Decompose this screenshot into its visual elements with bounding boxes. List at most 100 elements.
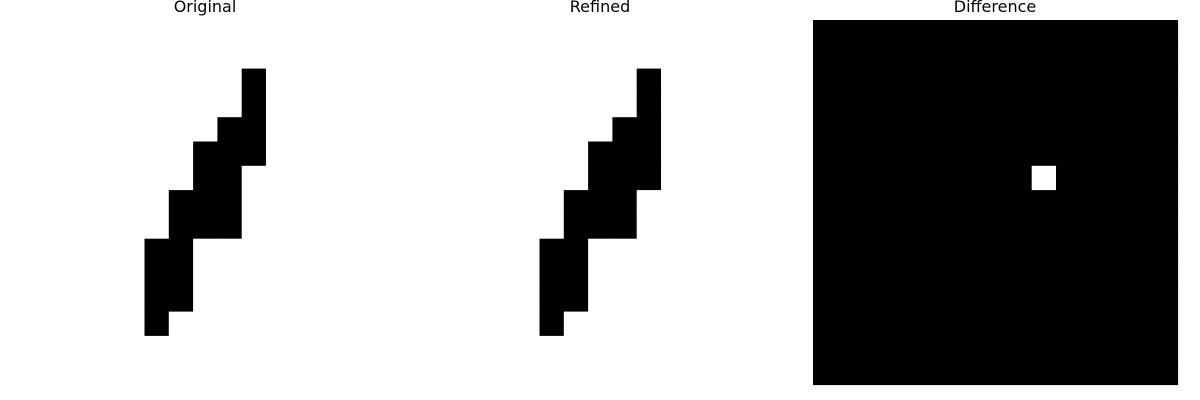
original-cell-r3-c12 [314, 92, 340, 118]
difference-cell-r3-c3 [885, 92, 911, 118]
difference-cell-r11-c4 [910, 287, 936, 313]
original-cell-r10-c2 [71, 263, 97, 288]
original-cell-r7-c14 [363, 190, 389, 215]
difference-cell-r11-c9 [1031, 287, 1057, 313]
original-cell-r8-c1 [47, 214, 73, 240]
difference-cell-r2-c10 [1056, 68, 1081, 94]
original-cell-r9-c7 [193, 238, 218, 264]
original-cell-r7-c12 [314, 190, 340, 215]
difference-cell-r4-c11 [1080, 117, 1106, 143]
difference-cell-r11-c2 [861, 287, 887, 313]
difference-cell-r2-c0 [813, 68, 838, 94]
difference-cell-r13-c0 [813, 335, 838, 361]
difference-cell-r8-c2 [861, 214, 887, 240]
refined-cell-r2-c3 [490, 68, 516, 94]
refined-cell-r0-c1 [442, 20, 468, 45]
original-cell-r9-c3 [95, 238, 121, 264]
difference-cell-r10-c7 [983, 263, 1008, 288]
difference-cell-r3-c4 [910, 92, 936, 118]
original-cell-r12-c0 [23, 311, 48, 337]
refined-cell-r6-c10 [661, 165, 686, 191]
refined-cell-r11-c3 [490, 287, 516, 313]
refined-cell-r5-c6 [563, 141, 589, 167]
difference-cell-r10-c5 [934, 263, 960, 288]
refined-cell-r14-c13 [733, 360, 759, 386]
refined-cell-r14-c1 [442, 360, 468, 386]
difference-cell-r5-c6 [958, 141, 984, 167]
original-cell-r13-c1 [47, 335, 73, 361]
original-cell-r3-c0 [23, 92, 48, 118]
difference-cell-r9-c4 [910, 238, 936, 264]
refined-cell-r11-c14 [758, 287, 784, 313]
original-cell-r4-c12 [314, 117, 340, 143]
refined-cell-r11-c8 [612, 287, 638, 313]
original-cell-r12-c8 [217, 311, 243, 337]
original-cell-r7-c4 [120, 190, 146, 215]
original-cell-r6-c14 [363, 165, 389, 191]
original-cell-r3-c14 [363, 92, 389, 118]
panel-original: Original [23, 0, 389, 386]
original-cell-r13-c12 [314, 335, 340, 361]
original-cell-r2-c8 [217, 68, 243, 94]
difference-cell-r0-c2 [861, 20, 887, 45]
difference-cell-r14-c7 [983, 360, 1008, 386]
original-cell-r0-c13 [338, 20, 364, 45]
refined-cell-r4-c11 [685, 117, 711, 143]
original-cell-r11-c14 [363, 287, 389, 313]
difference-cell-r0-c14 [1153, 20, 1179, 45]
refined-cell-r6-c3 [490, 165, 516, 191]
original-cell-r1-c12 [314, 44, 340, 70]
difference-cell-r7-c1 [837, 190, 863, 215]
difference-cell-r13-c14 [1153, 335, 1179, 361]
original-cell-r10-c6 [168, 263, 194, 288]
refined-cell-r8-c14 [758, 214, 784, 240]
original-cell-r2-c12 [314, 68, 340, 94]
difference-cell-r10-c4 [910, 263, 936, 288]
refined-cell-r3-c12 [709, 92, 735, 118]
refined-cell-r13-c0 [418, 335, 443, 361]
original-cell-r1-c9 [241, 44, 267, 70]
original-cell-r5-c10 [266, 141, 291, 167]
difference-cell-r2-c4 [910, 68, 936, 94]
difference-cell-r12-c1 [837, 311, 863, 337]
refined-cell-r11-c9 [636, 287, 662, 313]
original-cell-r9-c14 [363, 238, 389, 264]
original-cell-r14-c8 [217, 360, 243, 386]
original-cell-r11-c3 [95, 287, 121, 313]
difference-cell-r4-c1 [837, 117, 863, 143]
difference-cell-r5-c8 [1007, 141, 1033, 167]
original-cell-r1-c0 [23, 44, 48, 70]
refined-cell-r7-c9 [636, 190, 662, 215]
original-cell-r12-c13 [338, 311, 364, 337]
difference-cell-r8-c0 [813, 214, 838, 240]
original-cell-r6-c2 [71, 165, 97, 191]
difference-cell-r9-c14 [1153, 238, 1179, 264]
original-cell-r1-c6 [168, 44, 194, 70]
refined-cell-r4-c0 [418, 117, 443, 143]
original-cell-r9-c5 [144, 238, 170, 264]
refined-cell-r13-c11 [685, 335, 711, 361]
refined-cell-r4-c10 [661, 117, 686, 143]
original-cell-r4-c2 [71, 117, 97, 143]
difference-cell-r12-c14 [1153, 311, 1179, 337]
refined-cell-r10-c1 [442, 263, 468, 288]
refined-cell-r2-c8 [612, 68, 638, 94]
refined-cell-r2-c10 [661, 68, 686, 94]
difference-cell-r1-c12 [1104, 44, 1130, 70]
difference-cell-r6-c2 [861, 165, 887, 191]
original-cell-r9-c11 [290, 238, 316, 264]
difference-cell-r12-c5 [934, 311, 960, 337]
original-cell-r3-c13 [338, 92, 364, 118]
original-cell-r12-c2 [71, 311, 97, 337]
difference-cell-r8-c7 [983, 214, 1008, 240]
original-cell-r5-c9 [241, 141, 267, 167]
difference-cell-r2-c6 [958, 68, 984, 94]
difference-cell-r6-c0 [813, 165, 838, 191]
refined-cell-r11-c11 [685, 287, 711, 313]
refined-cell-r11-c0 [418, 287, 443, 313]
refined-cell-r12-c11 [685, 311, 711, 337]
difference-cell-r2-c9 [1031, 68, 1057, 94]
difference-cell-r5-c12 [1104, 141, 1130, 167]
refined-cell-r9-c14 [758, 238, 784, 264]
refined-cell-r4-c13 [733, 117, 759, 143]
